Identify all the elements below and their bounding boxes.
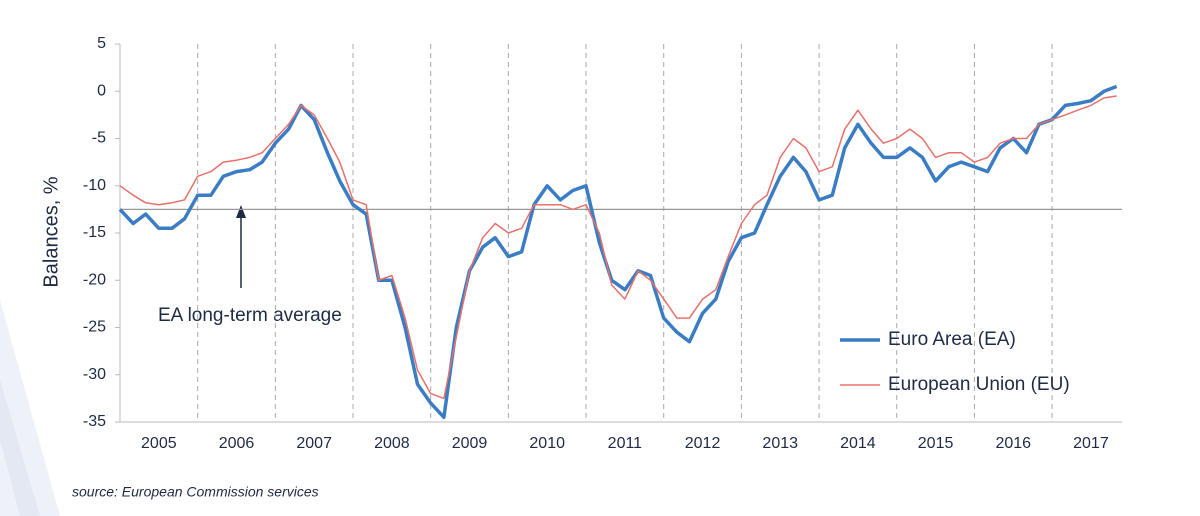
x-tick-label: 2011 <box>608 435 643 452</box>
y-tick-label: -20 <box>83 271 106 288</box>
annotation-arrow-head <box>236 205 246 218</box>
y-tick-label: -15 <box>83 224 106 241</box>
y-tick-label: 5 <box>97 35 106 52</box>
x-tick-label: 2014 <box>840 435 876 452</box>
y-tick-label: -30 <box>83 366 106 383</box>
x-tick-label: 2008 <box>374 435 410 452</box>
y-tick-label: -10 <box>83 177 106 194</box>
x-tick-label: 2010 <box>529 435 565 452</box>
x-tick-label: 2013 <box>762 435 798 452</box>
legend-label: European Union (EU) <box>888 374 1070 395</box>
x-tick-label: 2005 <box>141 435 177 452</box>
y-tick-label: -25 <box>83 319 106 336</box>
y-tick-label: -5 <box>92 130 106 147</box>
series-line <box>118 84 1118 420</box>
x-tick-label: 2009 <box>452 435 488 452</box>
decoration <box>0 380 40 516</box>
source: source: European Commission services <box>72 484 319 500</box>
y-tick-label: 0 <box>97 82 106 99</box>
y-tick-label: -35 <box>83 413 106 430</box>
x-tick-label: 2016 <box>995 435 1031 452</box>
x-tick-label: 2006 <box>219 435 255 452</box>
annotation: EA long-term average <box>158 305 342 326</box>
series-line <box>119 95 1117 400</box>
x-tick-label: 2012 <box>685 435 721 452</box>
x-tick-label: 2007 <box>296 435 332 452</box>
legend-label: Euro Area (EA) <box>888 329 1016 350</box>
x-tick-label: 2015 <box>918 435 954 452</box>
y-axis-label: Balances, % <box>40 176 62 287</box>
x-tick-label: 2017 <box>1073 435 1109 452</box>
